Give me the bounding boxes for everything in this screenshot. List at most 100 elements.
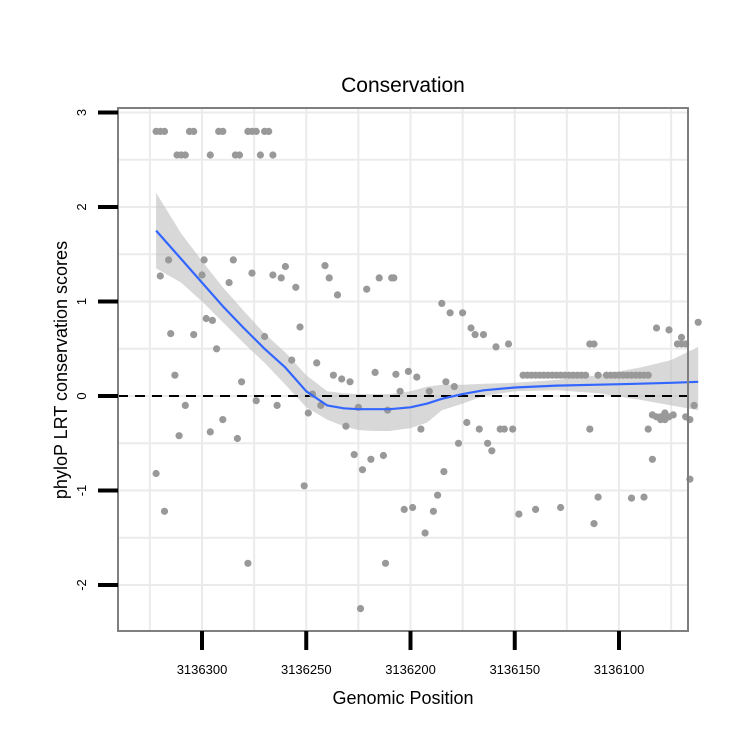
data-point: [594, 493, 602, 501]
x-tick-label: 3136300: [177, 662, 228, 677]
data-point: [160, 507, 169, 515]
data-point: [252, 127, 260, 135]
data-point: [413, 373, 421, 381]
data-point: [363, 285, 371, 293]
data-point: [269, 151, 277, 159]
data-point: [627, 494, 636, 502]
y-tick-label: -1: [74, 485, 89, 497]
data-point: [390, 274, 398, 282]
data-point: [371, 368, 379, 376]
data-point: [208, 316, 216, 324]
data-point: [261, 332, 269, 341]
data-point: [492, 343, 500, 351]
data-point: [200, 256, 208, 264]
data-point: [582, 371, 590, 379]
data-point: [515, 510, 523, 518]
data-point: [233, 434, 241, 443]
data-point: [288, 356, 296, 364]
data-point: [292, 283, 300, 291]
data-point: [442, 378, 450, 386]
data-point: [338, 375, 346, 383]
data-point: [252, 397, 260, 405]
data-point: [202, 314, 210, 323]
data-point: [165, 256, 173, 264]
data-points: [152, 127, 702, 613]
data-point: [273, 401, 281, 409]
data-point: [219, 127, 227, 135]
data-point: [557, 503, 565, 512]
data-point: [644, 425, 652, 433]
y-axis: -2 -1 0 1 2 3: [74, 109, 118, 591]
data-point: [479, 331, 488, 339]
data-point: [396, 387, 404, 395]
data-point: [225, 279, 233, 287]
data-point: [459, 309, 467, 317]
data-point: [644, 371, 652, 379]
data-point: [594, 371, 602, 379]
data-point: [269, 271, 277, 279]
data-point: [425, 387, 433, 395]
data-point: [321, 262, 329, 270]
data-point: [471, 331, 479, 339]
data-point: [277, 274, 285, 282]
smooth-line: [155, 229, 699, 411]
x-axis-label: Genomic Position: [332, 688, 473, 708]
data-point: [640, 493, 648, 501]
data-point: [296, 323, 304, 331]
data-point: [206, 428, 214, 436]
data-point: [313, 359, 321, 367]
data-point: [409, 503, 417, 512]
x-tick-label: 3136200: [385, 662, 436, 677]
data-point: [454, 439, 463, 447]
chart-title: Conservation: [341, 74, 465, 97]
y-tick-label: 1: [74, 298, 89, 305]
x-tick-label: 3136150: [489, 662, 540, 677]
data-point: [300, 482, 308, 490]
data-point: [417, 425, 425, 433]
data-point: [358, 466, 367, 474]
data-point: [677, 333, 686, 341]
data-point: [500, 425, 508, 433]
data-point: [488, 447, 496, 455]
x-tick-label: 3136250: [281, 662, 332, 677]
data-point: [392, 370, 400, 378]
data-point: [329, 371, 337, 379]
data-point: [590, 520, 598, 528]
data-point: [171, 371, 179, 379]
data-point: [229, 256, 237, 264]
data-point: [346, 378, 354, 386]
data-point: [160, 127, 169, 135]
data-point: [206, 151, 214, 159]
data-point: [356, 605, 365, 613]
panel-border: [117, 107, 689, 632]
data-point: [281, 262, 289, 271]
data-point: [248, 269, 256, 277]
x-tick-label: 3136100: [594, 662, 645, 677]
data-point: [421, 529, 429, 537]
data-point: [467, 324, 475, 332]
data-point: [367, 455, 375, 463]
data-point: [404, 367, 412, 375]
data-point: [333, 291, 342, 299]
data-point: [652, 324, 661, 332]
y-tick-label: 0: [74, 392, 89, 399]
confidence-band: [156, 192, 699, 431]
data-point: [484, 439, 492, 447]
data-point: [665, 326, 673, 334]
data-point: [325, 274, 333, 282]
data-point: [156, 272, 164, 280]
data-point: [190, 127, 198, 135]
data-point: [152, 469, 160, 478]
grid-lines: [118, 108, 688, 631]
data-point: [677, 340, 686, 348]
data-point: [532, 505, 540, 513]
data-point: [181, 151, 189, 159]
data-point: [509, 425, 517, 433]
data-point: [400, 505, 408, 513]
data-point: [450, 383, 458, 391]
data-point: [590, 340, 598, 348]
data-point: [475, 425, 483, 433]
data-point: [256, 151, 264, 159]
data-point: [198, 271, 206, 279]
